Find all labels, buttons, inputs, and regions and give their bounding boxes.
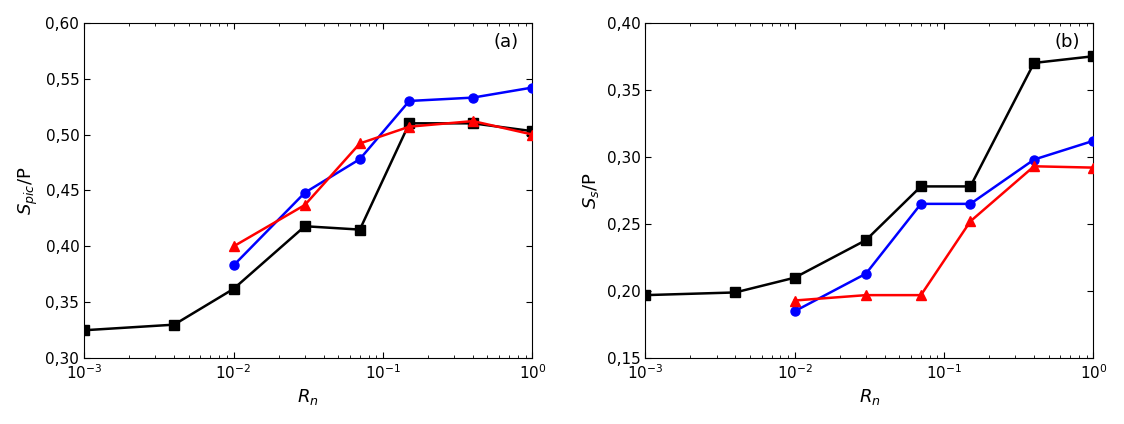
- Text: (a): (a): [493, 33, 519, 51]
- Y-axis label: $S_{pic}$/P: $S_{pic}$/P: [17, 166, 39, 215]
- X-axis label: $R_n$: $R_n$: [859, 388, 880, 407]
- Y-axis label: $S_s$/P: $S_s$/P: [581, 172, 601, 209]
- X-axis label: $R_n$: $R_n$: [298, 388, 319, 407]
- Text: (b): (b): [1054, 33, 1080, 51]
